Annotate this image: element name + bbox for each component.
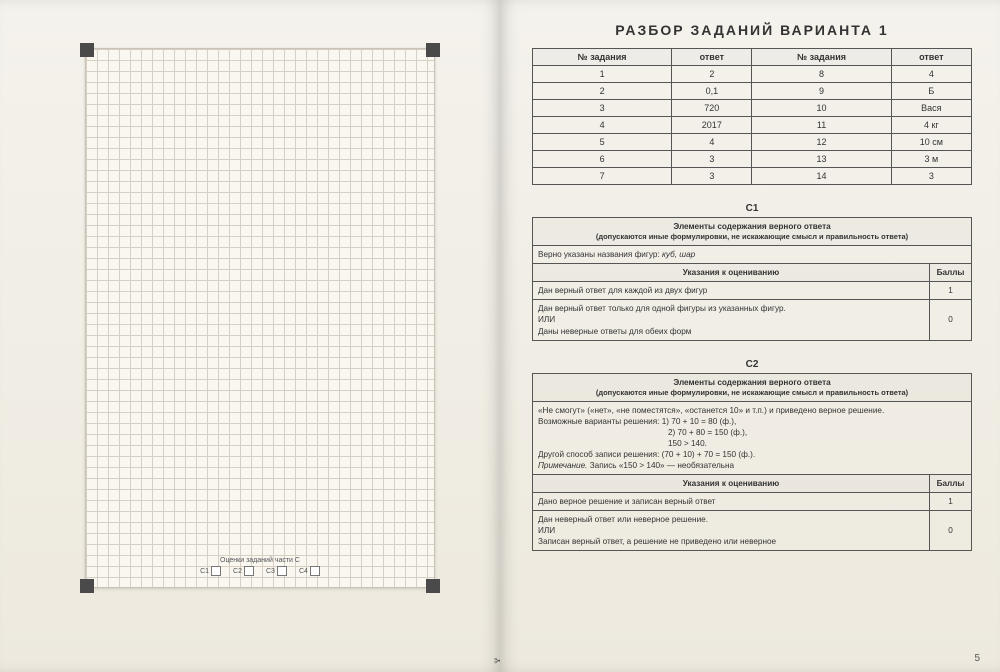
c-label: С4 [299, 568, 308, 575]
grade-score: 0 [930, 300, 972, 340]
grade-row: Дан неверный ответ или неверное решение.… [533, 511, 972, 551]
table-cell: 4 [672, 134, 752, 151]
c1-elements-body: Верно указаны названия фигур: куб, шар [533, 246, 972, 264]
table-cell: Вася [891, 100, 971, 117]
grade-score: 1 [930, 493, 972, 511]
marker-tl [80, 43, 94, 57]
table-row: 20,19Б [533, 83, 972, 100]
col-header: № задания [752, 49, 891, 66]
grade-strip-row: С1 С2 С3 С4 [98, 566, 422, 576]
table-cell: 8 [752, 66, 891, 83]
answer-grid-sheet: Оценки заданий части С С1 С2 С3 С4 [85, 48, 435, 588]
c-label: С2 [233, 568, 242, 575]
c2-table: Элементы содержания верного ответа (допу… [532, 373, 972, 552]
c2-elements-header: Элементы содержания верного ответа (допу… [533, 373, 972, 401]
c1-elements-sub: (допускаются иные формулировки, не искаж… [538, 232, 966, 242]
table-cell: 3 [533, 100, 672, 117]
grade-text: Дано верное решение и записан верный отв… [533, 493, 930, 511]
table-cell: 5 [533, 134, 672, 151]
c-label: С3 [266, 568, 275, 575]
grade-box [244, 566, 254, 576]
grade-strip: Оценки заданий части С С1 С2 С3 С4 [98, 557, 422, 583]
table-row: 372010Вася [533, 100, 972, 117]
c1-score-header: Баллы [930, 264, 972, 282]
right-page: РАЗБОР ЗАДАНИЙ ВАРИАНТА 1 № задания отве… [500, 0, 1000, 672]
c-label: С1 [200, 568, 209, 575]
table-cell: 1 [533, 66, 672, 83]
table-cell: 12 [752, 134, 891, 151]
grade-text: Дан верный ответ только для одной фигуры… [533, 300, 930, 340]
table-cell: 9 [752, 83, 891, 100]
c2-line: Возможные варианты решения: 1) 70 + 10 =… [538, 416, 966, 427]
table-cell: 14 [752, 168, 891, 185]
c2-elements-title: Элементы содержания верного ответа [538, 377, 966, 388]
table-cell: 3 [672, 151, 752, 168]
marker-tr [426, 43, 440, 57]
page-title: РАЗБОР ЗАДАНИЙ ВАРИАНТА 1 [532, 22, 972, 38]
table-cell: 720 [672, 100, 752, 117]
col-header: № задания [533, 49, 672, 66]
page-number: 5 [974, 653, 980, 664]
grade-row: Дан верный ответ для каждой из двух фигу… [533, 282, 972, 300]
table-cell: 11 [752, 117, 891, 134]
table-cell: 3 м [891, 151, 971, 168]
grade-row: Дано верное решение и записан верный отв… [533, 493, 972, 511]
table-header-row: № задания ответ № задания ответ [533, 49, 972, 66]
table-cell: 2 [672, 66, 752, 83]
section-label-c1: С1 [532, 203, 972, 214]
grade-row: Дан верный ответ только для одной фигуры… [533, 300, 972, 340]
grade-score: 1 [930, 282, 972, 300]
left-page: Оценки заданий части С С1 С2 С3 С4 [0, 0, 500, 672]
table-cell: 3 [672, 168, 752, 185]
section-label-c2: С2 [532, 359, 972, 370]
table-cell: Б [891, 83, 971, 100]
col-header: ответ [672, 49, 752, 66]
marker-br [426, 579, 440, 593]
answers-table: № задания ответ № задания ответ 128420,1… [532, 48, 972, 185]
table-cell: 2 [533, 83, 672, 100]
table-cell: 6 [533, 151, 672, 168]
c2-line: 2) 70 + 80 = 150 (ф.), [538, 427, 966, 438]
c2-elements-sub: (допускаются иные формулировки, не искаж… [538, 388, 966, 398]
c1-grade-header: Указания к оцениванию [533, 264, 930, 282]
marker-bl [80, 579, 94, 593]
grade-box [211, 566, 221, 576]
c1-table: Элементы содержания верного ответа (допу… [532, 217, 972, 341]
table-cell: 3 [891, 168, 971, 185]
grade-strip-title: Оценки заданий части С [220, 557, 300, 564]
c2-score-header: Баллы [930, 475, 972, 493]
table-cell: 4 [533, 117, 672, 134]
grade-text: Дан верный ответ для каждой из двух фигу… [533, 282, 930, 300]
table-cell: 4 [891, 66, 971, 83]
grade-text: Дан неверный ответ или неверное решение.… [533, 511, 930, 551]
grade-box [277, 566, 287, 576]
c1-elements-title: Элементы содержания верного ответа [538, 221, 966, 232]
table-cell: 10 см [891, 134, 971, 151]
table-cell: 4 кг [891, 117, 971, 134]
table-row: 541210 см [533, 134, 972, 151]
table-cell: 10 [752, 100, 891, 117]
table-cell: 7 [533, 168, 672, 185]
table-cell: 2017 [672, 117, 752, 134]
grade-box [310, 566, 320, 576]
table-row: 42017114 кг [533, 117, 972, 134]
c2-line: 150 > 140. [538, 438, 966, 449]
table-cell: 13 [752, 151, 891, 168]
c2-line: Другой способ записи решения: (70 + 10) … [538, 449, 966, 460]
c2-elements-body: «Не смогут» («нет», «не поместятся», «ос… [533, 401, 972, 474]
c2-line: «Не смогут» («нет», «не поместятся», «ос… [538, 405, 966, 416]
table-row: 63133 м [533, 151, 972, 168]
table-row: 1284 [533, 66, 972, 83]
table-row: 73143 [533, 168, 972, 185]
c2-grade-header: Указания к оцениванию [533, 475, 930, 493]
grade-score: 0 [930, 511, 972, 551]
table-cell: 0,1 [672, 83, 752, 100]
c1-elements-header: Элементы содержания верного ответа (допу… [533, 218, 972, 246]
col-header: ответ [891, 49, 971, 66]
